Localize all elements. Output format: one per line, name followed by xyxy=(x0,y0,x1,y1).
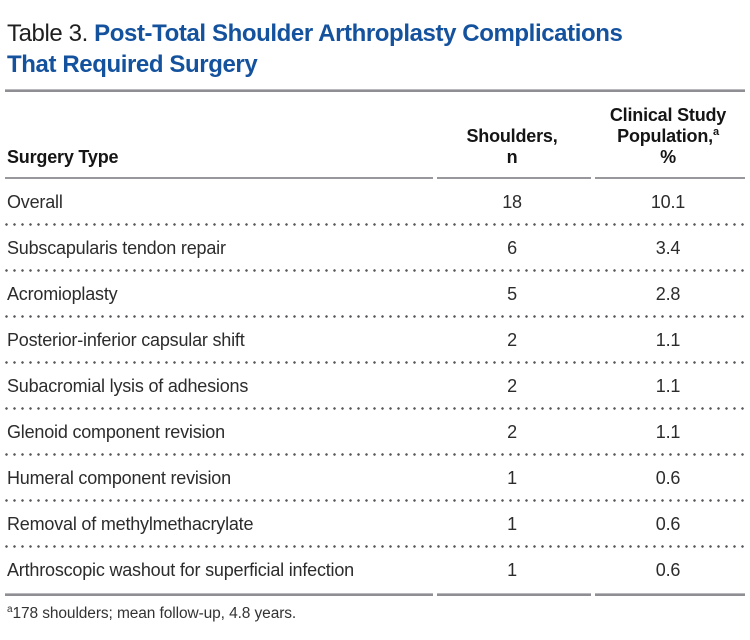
shoulders-n-cell: 2 xyxy=(507,375,517,396)
table-row-overall: Overall 18 10.1 xyxy=(5,179,745,226)
table-title-line1: Table 3. Post-Total Shoulder Arthroplast… xyxy=(7,18,745,49)
surgery-type-cell: Subscapularis tendon repair xyxy=(7,237,226,258)
column-header-clinical-study-population: Clinical Study Population,a % xyxy=(591,105,745,168)
table-title-text-line1: Post-Total Shoulder Arthroplasty Complic… xyxy=(94,20,623,47)
table-row-subacromial-lysis-of-adhesions: Subacromial lysis of adhesions 2 1.1 xyxy=(5,363,745,410)
header-rule xyxy=(5,177,745,179)
column-header-shoulders-n: Shoulders, n xyxy=(433,126,591,168)
table-row-subscapularis-tendon-repair: Subscapularis tendon repair 6 3.4 xyxy=(5,225,745,272)
population-pct-cell: 3.4 xyxy=(655,237,681,258)
column-header-shoulders-line2: n xyxy=(506,147,518,167)
population-pct-cell: 0.6 xyxy=(655,513,681,534)
surgery-type-cell: Overall xyxy=(7,191,63,212)
shoulders-n-cell: 1 xyxy=(507,513,517,534)
column-header-population-line3: % xyxy=(660,147,676,167)
shoulders-n-cell: 1 xyxy=(507,467,517,488)
population-pct-cell: 1.1 xyxy=(655,421,681,442)
table-title: Table 3. Post-Total Shoulder Arthroplast… xyxy=(5,18,745,80)
table-row-glenoid-component-revision: Glenoid component revision 2 1.1 xyxy=(5,409,745,456)
table-row-posterior-inferior-capsular-shift: Posterior-inferior capsular shift 2 1.1 xyxy=(5,317,745,364)
column-header-surgery-type: Surgery Type xyxy=(7,147,119,167)
shoulders-n-cell: 6 xyxy=(507,237,517,258)
table-number-label: Table 3. xyxy=(7,20,95,47)
shoulders-n-cell: 2 xyxy=(507,329,517,350)
table-title-text-line2: That Required Surgery xyxy=(7,51,258,78)
table-header-row: Surgery Type Shoulders, n Clinical Study… xyxy=(5,92,745,177)
table-row-removal-of-methylmethacrylate: Removal of methylmethacrylate 1 0.6 xyxy=(5,501,745,548)
shoulders-n-cell: 18 xyxy=(502,191,522,212)
bottom-rule xyxy=(5,593,745,596)
table-row-acromioplasty: Acromioplasty 5 2.8 xyxy=(5,271,745,318)
population-pct-cell: 0.6 xyxy=(655,559,681,580)
surgery-type-cell: Humeral component revision xyxy=(7,467,231,488)
footnote-text: 178 shoulders; mean follow-up, 4.8 years… xyxy=(12,605,297,622)
shoulders-n-cell: 2 xyxy=(507,421,517,442)
footnote-marker-a: a xyxy=(7,603,13,615)
shoulders-n-cell: 5 xyxy=(507,283,517,304)
column-header-population-line1: Clinical Study xyxy=(609,105,727,125)
table-footnote: a178 shoulders; mean follow-up, 4.8 year… xyxy=(5,603,745,623)
population-pct-cell: 2.8 xyxy=(655,283,681,304)
population-pct-cell: 1.1 xyxy=(655,329,681,350)
surgery-type-cell: Removal of methylmethacrylate xyxy=(7,513,254,534)
surgery-type-cell: Acromioplasty xyxy=(7,283,118,304)
population-pct-cell: 0.6 xyxy=(655,467,681,488)
footnote-marker-a: a xyxy=(712,126,719,138)
surgery-type-cell: Posterior-inferior capsular shift xyxy=(7,329,245,350)
top-rule xyxy=(5,89,745,92)
column-header-shoulders-line1: Shoulders, xyxy=(466,126,558,146)
surgery-type-cell: Arthroscopic washout for superficial inf… xyxy=(7,559,354,580)
table-body: Overall 18 10.1 Subscapularis tendon rep… xyxy=(5,179,745,593)
surgery-type-cell: Glenoid component revision xyxy=(7,421,225,442)
table-row-humeral-component-revision: Humeral component revision 1 0.6 xyxy=(5,455,745,502)
table-row-arthroscopic-washout: Arthroscopic washout for superficial inf… xyxy=(5,547,745,593)
population-pct-cell: 10.1 xyxy=(650,191,686,212)
population-pct-cell: 1.1 xyxy=(655,375,681,396)
column-header-population-line2: Population,a xyxy=(617,126,719,146)
surgery-type-cell: Subacromial lysis of adhesions xyxy=(7,375,249,396)
shoulders-n-cell: 1 xyxy=(507,559,517,580)
